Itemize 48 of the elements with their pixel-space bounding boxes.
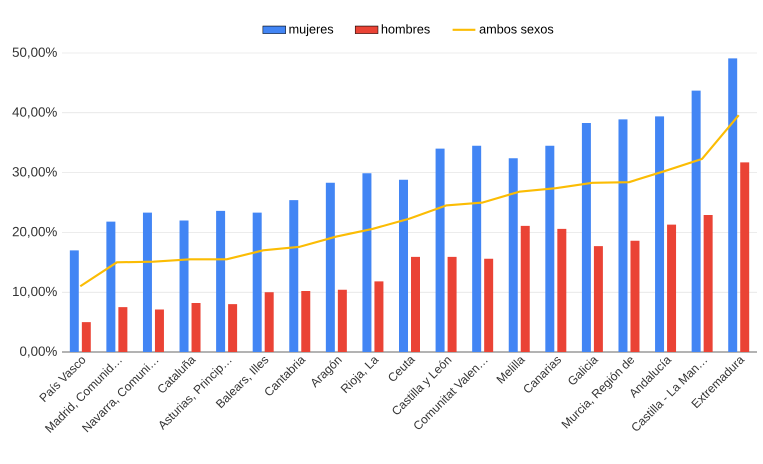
bar [252,212,262,352]
bar [216,210,226,352]
bar [180,220,189,352]
bar [692,90,701,352]
bar [436,148,445,352]
bar [520,226,530,352]
bar [655,116,664,352]
bar [70,250,79,352]
bar [728,58,738,352]
bar [704,215,713,352]
bar [106,222,116,352]
bar [289,200,298,352]
y-tick-label: 20,00% [12,226,57,238]
bar [326,182,335,352]
bar [740,162,750,352]
bar [508,158,518,352]
legend-label: mujeres [289,24,334,36]
bar [594,246,603,352]
bar [630,240,640,352]
y-tick-label: 10,00% [13,286,57,298]
bar [374,281,384,352]
y-tick-label: 40,00% [12,107,57,118]
bar [264,292,274,352]
bar [399,180,408,352]
legend-label: ambos sexos [480,24,554,34]
bar [362,173,372,352]
bar [411,256,420,352]
bar [82,322,91,352]
bar [484,258,494,352]
bar [472,146,482,352]
bar [154,310,164,352]
bar [192,302,201,352]
bar [301,291,310,352]
y-tick-label: 30,00% [12,167,57,178]
legend-label: hombres [382,24,430,34]
bar [667,224,676,352]
line-series [79,114,740,288]
bar [142,212,152,352]
y-tick-label: 50,00% [12,48,57,59]
bar [448,256,457,352]
bar [228,304,238,352]
bar [118,307,128,352]
bar [545,146,554,352]
bar [582,122,591,352]
bar [618,119,628,352]
bar [557,228,566,352]
bar [338,290,347,352]
y-tick-label: 0,00% [20,346,57,358]
